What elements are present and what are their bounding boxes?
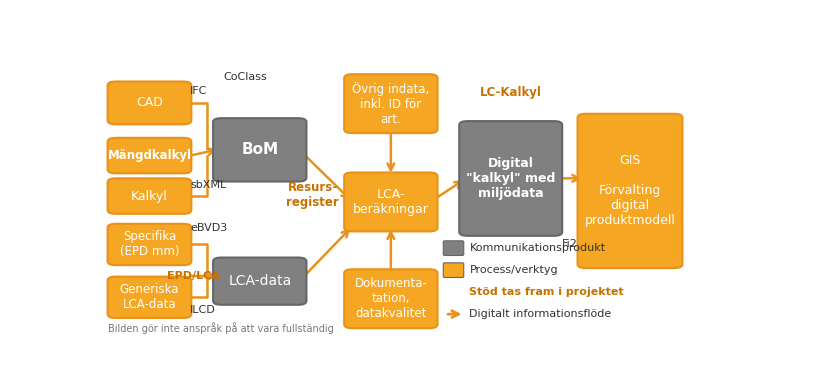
Text: Fi2: Fi2 [562,239,578,249]
Text: GIS

Förvalting
digital
produktmodell: GIS Förvalting digital produktmodell [585,154,676,227]
Text: Process/verktyg: Process/verktyg [469,265,558,275]
FancyBboxPatch shape [107,277,191,318]
Text: eBVD3: eBVD3 [190,223,228,233]
Text: ILCD: ILCD [190,305,216,315]
FancyBboxPatch shape [213,258,306,305]
Text: Resurs-
register: Resurs- register [286,181,339,209]
Text: Bilden gör inte anspråk på att vara fullständig: Bilden gör inte anspråk på att vara full… [108,322,334,334]
Text: Mängdkalkyl: Mängdkalkyl [107,149,191,162]
Text: Stöd tas fram i projektet: Stöd tas fram i projektet [469,287,624,297]
FancyBboxPatch shape [213,118,306,182]
FancyBboxPatch shape [443,241,464,256]
FancyBboxPatch shape [460,121,562,236]
Text: CoClass: CoClass [224,72,267,82]
FancyBboxPatch shape [344,269,437,328]
FancyBboxPatch shape [107,224,191,265]
Text: CAD: CAD [136,96,163,109]
FancyBboxPatch shape [578,114,682,268]
FancyBboxPatch shape [443,263,464,277]
Text: LCA-
beräkningar: LCA- beräkningar [353,188,429,216]
FancyBboxPatch shape [344,74,437,133]
Text: Digitalt informationsflöde: Digitalt informationsflöde [469,309,611,319]
Text: Kalkyl: Kalkyl [131,190,167,203]
Text: Dokumenta-
tation,
datakvalitet: Dokumenta- tation, datakvalitet [355,277,427,320]
FancyBboxPatch shape [344,173,437,231]
Text: EPD/LCA: EPD/LCA [167,271,220,281]
FancyBboxPatch shape [107,82,191,124]
Text: BoM: BoM [241,142,278,157]
Text: Övrig indata,
inkl. ID för
art.: Övrig indata, inkl. ID för art. [352,82,430,126]
FancyBboxPatch shape [107,178,191,214]
Text: IFC: IFC [190,86,207,96]
Text: Specifika
(EPD mm): Specifika (EPD mm) [120,231,179,258]
Text: sbXML: sbXML [190,180,226,190]
Text: Generiska
LCA-data: Generiska LCA-data [120,283,179,311]
Text: Kommunikationsprodukt: Kommunikationsprodukt [469,243,606,253]
Text: LC-Kalkyl: LC-Kalkyl [479,86,541,99]
Text: LCA-data: LCA-data [229,274,291,288]
Text: Digital
"kalkyl" med
miljödata: Digital "kalkyl" med miljödata [466,157,555,200]
FancyBboxPatch shape [107,138,191,173]
